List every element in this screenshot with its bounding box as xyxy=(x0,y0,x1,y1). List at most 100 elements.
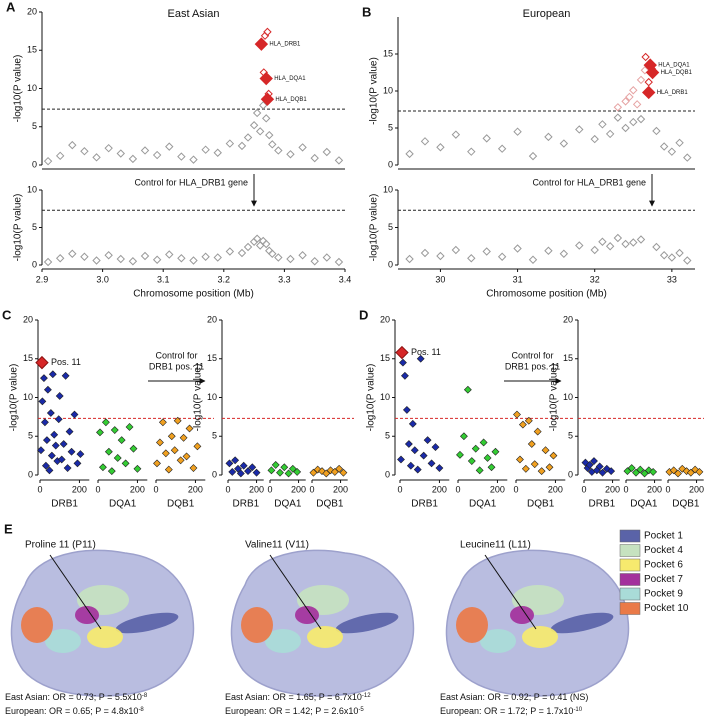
snp-point xyxy=(334,156,344,165)
snp-point xyxy=(152,255,162,264)
snp-point xyxy=(528,151,538,161)
variant-point xyxy=(170,446,179,455)
lead-label: Pos. 11 xyxy=(51,357,81,367)
snp-point xyxy=(405,254,414,264)
residue-pointer xyxy=(49,554,102,630)
variant-point xyxy=(521,464,530,473)
variant-point xyxy=(479,438,488,447)
variant-point xyxy=(50,430,59,439)
variant-point xyxy=(37,446,45,455)
variant-point xyxy=(284,469,293,478)
stat-text: East Asian: OR = 1.65; P = 6.7x10 xyxy=(225,692,362,702)
variant-point xyxy=(419,451,428,460)
x-tick-label: 200 xyxy=(188,484,203,494)
legend-label: Pocket 9 xyxy=(644,589,683,600)
variant-point xyxy=(416,354,425,363)
variant-point xyxy=(491,447,500,456)
snp-point xyxy=(621,97,630,106)
snp-point xyxy=(436,251,445,261)
variant-point xyxy=(413,465,422,474)
variant-point xyxy=(46,409,55,417)
y-tick-label: 0 xyxy=(32,159,37,169)
snp-point xyxy=(140,146,150,155)
pocket-surface xyxy=(87,626,123,648)
variant-point xyxy=(41,418,49,427)
x-tick-label: 31 xyxy=(513,274,523,284)
y-tick-label: 15 xyxy=(23,353,33,363)
snp-point xyxy=(43,257,53,267)
point-label: HLA_DRB1 xyxy=(269,42,301,48)
variant-point xyxy=(293,467,302,476)
variant-point xyxy=(595,462,604,471)
protein-surface xyxy=(230,549,415,697)
variant-point xyxy=(267,466,276,475)
variant-point xyxy=(153,459,161,468)
x-tick-label: 33 xyxy=(667,274,677,284)
y-tick-label: 5 xyxy=(32,222,37,232)
variant-point xyxy=(527,440,536,448)
y-tick-label: 15 xyxy=(207,353,217,363)
snp-point xyxy=(225,139,235,148)
x-axis-label: Chromosome position (Mb) xyxy=(486,289,607,300)
x-tick-label: 200 xyxy=(605,484,620,494)
annotation: DRB1 pos. 11 xyxy=(505,361,560,371)
snp-point xyxy=(652,126,661,136)
snp-point xyxy=(482,134,491,143)
point-label: HLA_DQB1 xyxy=(275,97,307,103)
legend-swatch xyxy=(619,558,641,572)
x-tick-label: 200 xyxy=(249,484,264,494)
x-tick-label: 200 xyxy=(647,484,662,494)
x-tick-label: 3.4 xyxy=(339,274,352,284)
structure-title: Valine11 (V11) xyxy=(245,540,309,551)
snp-point xyxy=(636,114,646,124)
variant-point xyxy=(167,432,176,441)
annotation: Control for HLA_DRB1 gene xyxy=(532,177,646,187)
variant-point xyxy=(627,464,636,472)
variant-point xyxy=(649,467,658,476)
y-tick-label: 15 xyxy=(563,353,573,363)
pocket-surface xyxy=(265,629,301,653)
y-tick-label: 15 xyxy=(27,45,37,55)
snp-point xyxy=(92,256,101,265)
variant-point xyxy=(276,468,284,477)
variant-point xyxy=(518,420,527,429)
x-tick-label: 0 xyxy=(581,484,586,494)
snp-point xyxy=(613,103,623,112)
snp-point xyxy=(544,246,553,255)
x-tick-label: 0 xyxy=(309,484,314,494)
snp-point xyxy=(55,254,65,263)
stat-line: European: OR = 1.72; P = 1.7x10-10 xyxy=(440,706,583,716)
snp-point xyxy=(258,101,268,110)
variant-point xyxy=(590,457,598,465)
snp-point xyxy=(201,145,210,154)
variant-point xyxy=(545,463,554,472)
snp-point xyxy=(559,249,569,258)
x-tick-label: 200 xyxy=(548,484,563,494)
snp-point xyxy=(636,75,646,85)
snp-point xyxy=(613,233,623,243)
variant-point xyxy=(530,460,539,469)
variant-point xyxy=(410,446,419,455)
group-label: DRB1 xyxy=(51,499,78,510)
y-tick-label: 20 xyxy=(27,6,37,16)
snp-point xyxy=(632,100,642,109)
variant-point xyxy=(427,459,436,468)
variant-point xyxy=(598,468,607,477)
variant-point xyxy=(423,436,432,445)
variant-point xyxy=(239,461,248,470)
stat-line: East Asian: OR = 0.92; P = 0.41 (NS) xyxy=(440,692,588,702)
pocket-surface xyxy=(295,606,319,624)
group-label: DRB1 xyxy=(589,499,616,510)
variant-point xyxy=(101,418,110,427)
x-tick-label: 200 xyxy=(130,484,145,494)
y-axis-label: -log10(P value) xyxy=(369,57,380,125)
snp-point xyxy=(80,252,89,261)
y-tick-label: 0 xyxy=(32,259,37,269)
point-label: HLA_DQA1 xyxy=(658,63,690,69)
protein-structure: Valine11 (V11) xyxy=(230,540,415,697)
pocket-surface xyxy=(241,607,273,643)
variant-point xyxy=(59,440,68,448)
variant-point xyxy=(104,447,113,456)
protein-surface xyxy=(445,549,630,697)
snp-point xyxy=(497,144,507,153)
